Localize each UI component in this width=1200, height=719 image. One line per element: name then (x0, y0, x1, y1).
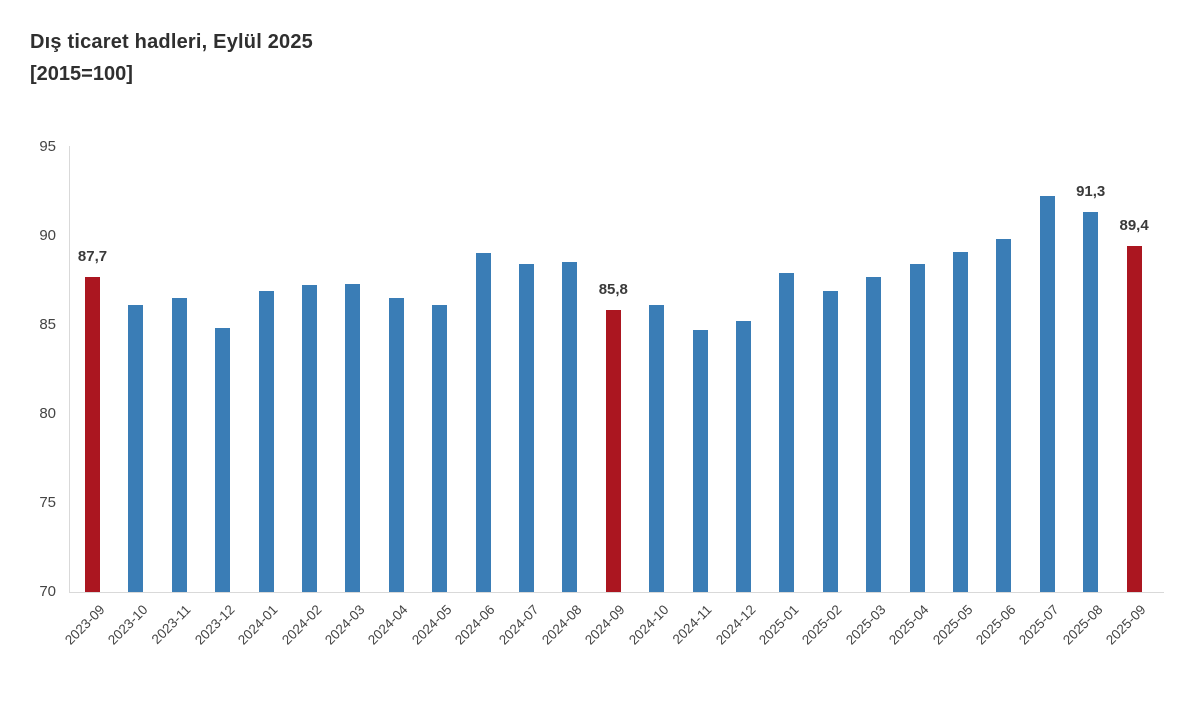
bar-2024-10 (649, 305, 665, 592)
y-tick-95: 95 (39, 137, 56, 155)
chart-subtitle: [2015=100] (30, 63, 133, 85)
bar-2024-04 (388, 297, 404, 592)
title-block: Dış ticaret hadleri, Eylül 2025 [2015=10… (30, 26, 313, 90)
bar-2025-03 (866, 276, 882, 592)
bar-2024-06 (475, 253, 491, 592)
value-label-2025-08: 91,3 (1076, 183, 1106, 201)
bar-2025-02 (822, 290, 838, 592)
bar-2025-07 (1039, 196, 1055, 592)
y-tick-75: 75 (39, 493, 56, 511)
bar-2024-07 (519, 264, 534, 592)
bar-2023-09 (85, 276, 100, 592)
bar-2023-12 (215, 328, 231, 592)
y-tick-70: 70 (39, 583, 56, 600)
bar-2025-09 (1126, 246, 1142, 592)
x-axis-line (69, 592, 1164, 593)
bar-2024-01 (258, 290, 274, 592)
bar-2025-04 (909, 264, 925, 592)
y-axis-line (69, 146, 70, 592)
bar-2024-11 (692, 330, 708, 592)
bar-2024-12 (736, 321, 751, 592)
bar-2024-03 (345, 283, 361, 592)
chart-title: Dış ticaret hadleri, Eylül 2025 (30, 31, 313, 53)
bar-2025-01 (779, 273, 795, 592)
bar-2024-08 (562, 262, 578, 592)
bar-2025-05 (953, 251, 968, 592)
bar-2024-09 (605, 310, 621, 592)
value-label-2025-09: 89,4 (1119, 217, 1149, 235)
y-tick-85: 85 (39, 315, 56, 333)
y-tick-80: 80 (39, 404, 56, 422)
bar-2024-05 (432, 305, 448, 592)
bar-2023-10 (128, 305, 144, 592)
value-label-2024-09: 85,8 (598, 281, 628, 299)
y-tick-90: 90 (39, 226, 56, 244)
bar-2024-02 (302, 285, 317, 592)
bar-2025-08 (1083, 212, 1099, 592)
bar-2023-11 (171, 297, 187, 592)
bar-2025-06 (996, 239, 1012, 592)
value-label-2023-09: 87,7 (77, 247, 108, 265)
